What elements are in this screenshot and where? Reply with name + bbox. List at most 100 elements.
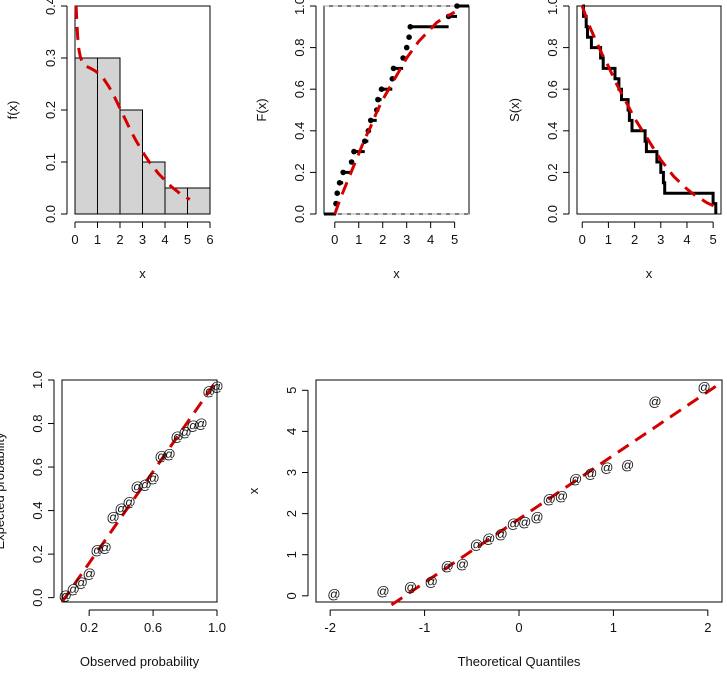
y-tick-label: 1.0 bbox=[30, 371, 45, 389]
pp-point: @ bbox=[178, 425, 191, 440]
pp-point: @ bbox=[91, 542, 104, 557]
histogram-bar bbox=[97, 57, 121, 215]
x-tick-label: 1 bbox=[610, 620, 617, 635]
fitted-survival-line bbox=[580, 5, 720, 211]
x-tick-label: 2 bbox=[116, 232, 123, 247]
ecdf-point bbox=[361, 138, 368, 144]
pp-point: @ bbox=[162, 447, 175, 462]
x-axis-label: x bbox=[646, 266, 653, 281]
y-tick-label: 0.2 bbox=[292, 163, 307, 181]
pp-point: @ bbox=[210, 379, 223, 394]
y-tick-label: 0.6 bbox=[30, 458, 45, 476]
y-tick-label: 0.0 bbox=[30, 589, 45, 607]
y-axis-label: Expected probability bbox=[0, 432, 7, 550]
ecdf-point bbox=[406, 34, 412, 40]
x-tick-label: 0.6 bbox=[144, 620, 162, 635]
histogram-bar bbox=[142, 161, 166, 215]
qq-point: @ bbox=[376, 583, 389, 598]
x-tick-label: 6 bbox=[206, 232, 213, 247]
fitted-cdf-line bbox=[333, 10, 456, 215]
plot-frame bbox=[315, 379, 723, 603]
x-tick-label: 2 bbox=[704, 620, 711, 635]
fitted-density-line bbox=[74, 5, 191, 201]
x-tick-label: 3 bbox=[657, 232, 664, 247]
pp-point: @ bbox=[138, 477, 151, 492]
qq-point: @ bbox=[470, 537, 483, 552]
x-tick-label: -2 bbox=[324, 620, 336, 635]
ecdf-point bbox=[340, 169, 346, 176]
x-tick-label: 4 bbox=[161, 232, 168, 247]
ecdf-point bbox=[378, 86, 385, 92]
qq-point: @ bbox=[507, 516, 520, 531]
pp-point: @ bbox=[202, 383, 215, 398]
qq-point: @ bbox=[441, 558, 454, 573]
x-tick-label: 1 bbox=[94, 232, 101, 247]
qq-point: @ bbox=[482, 531, 495, 546]
histogram-bar bbox=[74, 57, 98, 215]
y-tick-label: 0.0 bbox=[292, 205, 307, 223]
ecdf-point bbox=[403, 44, 410, 51]
x-tick-label: 4 bbox=[427, 232, 434, 247]
plot-frame bbox=[576, 5, 722, 215]
y-tick-label: 0.8 bbox=[545, 39, 560, 57]
pp-point: @ bbox=[194, 416, 207, 431]
ecdf-point bbox=[389, 76, 396, 82]
x-axis-label: Observed probability bbox=[80, 654, 200, 669]
x-tick-label: 5 bbox=[710, 232, 717, 247]
ecdf-point bbox=[375, 96, 381, 103]
y-tick-label: 1 bbox=[284, 551, 299, 558]
y-tick-label: 0.0 bbox=[43, 205, 58, 223]
x-tick-label: 0 bbox=[515, 620, 522, 635]
y-axis-label: S(x) bbox=[507, 98, 522, 122]
y-tick-label: 0.2 bbox=[43, 101, 58, 119]
pp-point: @ bbox=[67, 581, 80, 596]
x-tick-label: 3 bbox=[403, 232, 410, 247]
x-tick-label: 3 bbox=[139, 232, 146, 247]
ecdf-point bbox=[348, 159, 355, 165]
qq-point: @ bbox=[569, 472, 582, 487]
x-axis-label: x bbox=[139, 266, 146, 281]
qq-point: @ bbox=[327, 586, 340, 601]
pp-point: @ bbox=[131, 479, 144, 494]
x-tick-label: 5 bbox=[451, 232, 458, 247]
qq-point: @ bbox=[584, 466, 597, 481]
x-tick-label: 5 bbox=[184, 232, 191, 247]
qq-point: @ bbox=[600, 460, 613, 475]
y-tick-label: 0.3 bbox=[43, 49, 58, 67]
qq-point: @ bbox=[456, 556, 469, 571]
y-tick-label: 4 bbox=[284, 428, 299, 435]
plot-frame bbox=[61, 379, 218, 603]
pp-point: @ bbox=[154, 449, 167, 464]
y-tick-label: 5 bbox=[284, 387, 299, 394]
x-tick-label: 0 bbox=[331, 232, 338, 247]
pp-point: @ bbox=[186, 418, 199, 433]
x-tick-label: 0.2 bbox=[80, 620, 98, 635]
qq-point: @ bbox=[543, 491, 556, 506]
x-tick-label: 1 bbox=[355, 232, 362, 247]
x-axis-label: Theoretical Quantiles bbox=[458, 654, 581, 669]
y-tick-label: 0.4 bbox=[43, 0, 58, 15]
histogram-bar bbox=[187, 187, 211, 215]
y-tick-label: 0.2 bbox=[30, 545, 45, 563]
pp-reference-line bbox=[60, 379, 219, 603]
ecdf-point bbox=[351, 148, 357, 155]
y-tick-label: 0.2 bbox=[545, 163, 560, 181]
qq-point: @ bbox=[425, 574, 438, 589]
qq-point: @ bbox=[404, 580, 417, 595]
y-tick-label: 0.6 bbox=[545, 80, 560, 98]
ecdf-point bbox=[367, 117, 374, 124]
survival-step-line bbox=[582, 4, 718, 214]
x-tick-label: 0 bbox=[71, 232, 78, 247]
x-tick-label: 2 bbox=[631, 232, 638, 247]
pp-point: @ bbox=[99, 540, 112, 555]
histogram-bar bbox=[119, 109, 143, 215]
x-tick-label: 0 bbox=[579, 232, 586, 247]
pp-point: @ bbox=[170, 429, 183, 444]
pp-point: @ bbox=[59, 588, 72, 603]
ecdf-point bbox=[390, 65, 397, 72]
qq-point: @ bbox=[648, 394, 661, 409]
pp-point: @ bbox=[123, 494, 136, 509]
y-axis-label: F(x) bbox=[254, 98, 269, 121]
qq-point: @ bbox=[621, 458, 634, 473]
y-tick-label: 3 bbox=[284, 469, 299, 476]
